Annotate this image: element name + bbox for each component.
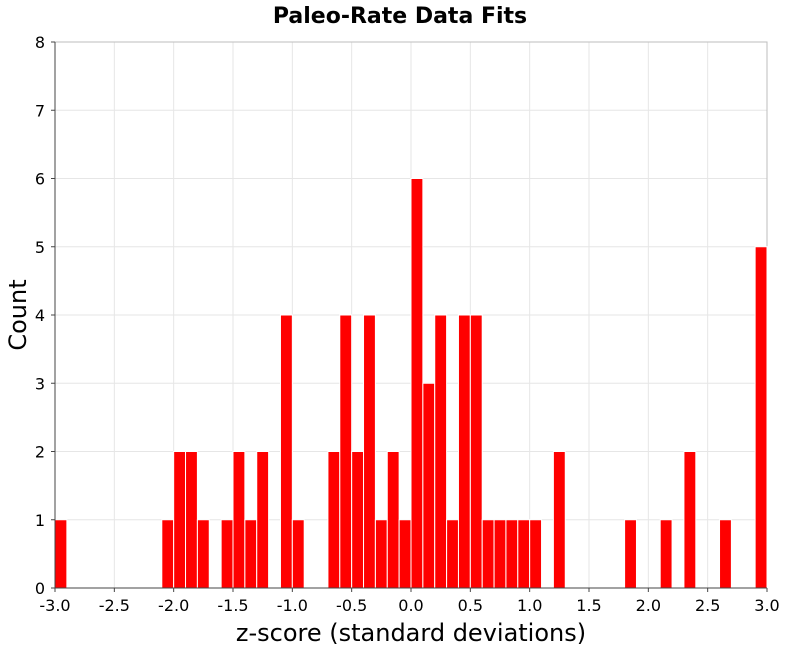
histogram-bar: [446, 519, 459, 589]
y-axis-title: Count: [4, 279, 32, 350]
y-tick-label: 2: [35, 443, 45, 462]
histogram-bar: [374, 519, 388, 589]
histogram-bar: [220, 519, 234, 589]
histogram-bar: [469, 314, 483, 589]
x-tick-label: 2.5: [695, 596, 720, 615]
y-tick-labels: 0 1 2 3 4 5 6 7 8: [35, 33, 55, 598]
y-tick-label: 3: [35, 374, 45, 393]
histogram-bar: [161, 519, 175, 589]
histogram-bar: [363, 314, 376, 589]
histogram-bar: [552, 451, 566, 589]
x-tick-label: 1.0: [517, 596, 542, 615]
histogram-bar: [683, 451, 697, 589]
x-tick-label: 2.0: [636, 596, 661, 615]
y-tick-label: 4: [35, 306, 45, 325]
histogram-bar: [244, 519, 258, 589]
histogram-bar: [327, 451, 341, 589]
x-tick-label: -1.0: [277, 596, 308, 615]
x-tick-label: -3.0: [39, 596, 70, 615]
y-tick-label: 5: [35, 238, 45, 257]
bars: [54, 178, 768, 589]
histogram-bar: [624, 519, 637, 589]
histogram-bar: [659, 519, 673, 589]
x-tick-label: -2.5: [99, 596, 130, 615]
histogram-bar: [505, 519, 519, 589]
histogram-bar: [410, 178, 424, 589]
histogram-bar: [196, 519, 210, 589]
x-axis-title: z-score (standard deviations): [236, 619, 586, 647]
x-tick-label: -2.0: [158, 596, 189, 615]
chart-title: Paleo-Rate Data Fits: [273, 4, 527, 29]
x-tick-label: 3.0: [754, 596, 779, 615]
histogram-bar: [719, 519, 732, 589]
histogram-bar: [351, 451, 365, 589]
histogram-bar: [291, 519, 305, 589]
histogram-bar: [434, 314, 448, 589]
histogram-bar: [339, 314, 353, 589]
histogram-bar: [256, 451, 270, 589]
histogram-bar: [754, 246, 768, 589]
histogram-bar: [279, 314, 293, 589]
x-tick-label: 1.5: [576, 596, 601, 615]
histogram-bar: [481, 519, 495, 589]
histogram-bar: [493, 519, 507, 589]
histogram-bar: [517, 519, 531, 589]
x-tick-label: 0.0: [398, 596, 423, 615]
histogram-bar: [529, 519, 543, 589]
histogram-bar: [422, 382, 436, 589]
x-tick-label: -0.5: [336, 596, 367, 615]
histogram-bar: [173, 451, 187, 589]
y-tick-label: 0: [35, 579, 45, 598]
histogram-bar: [457, 314, 471, 589]
histogram-bar: [386, 451, 400, 589]
y-tick-label: 1: [35, 511, 45, 530]
histogram-bar: [185, 451, 198, 589]
histogram-bar: [54, 519, 68, 589]
x-tick-label: -1.5: [217, 596, 248, 615]
y-tick-label: 6: [35, 170, 45, 189]
y-tick-label: 7: [35, 101, 45, 120]
histogram-bar: [232, 451, 246, 589]
y-tick-label: 8: [35, 33, 45, 52]
x-tick-label: 0.5: [458, 596, 483, 615]
x-tick-labels: -3.0 -2.5 -2.0 -1.5 -1.0 -0.5 0.0 0.5 1.0 1.5 2.0 2…: [39, 588, 780, 615]
histogram-bar: [398, 519, 412, 589]
